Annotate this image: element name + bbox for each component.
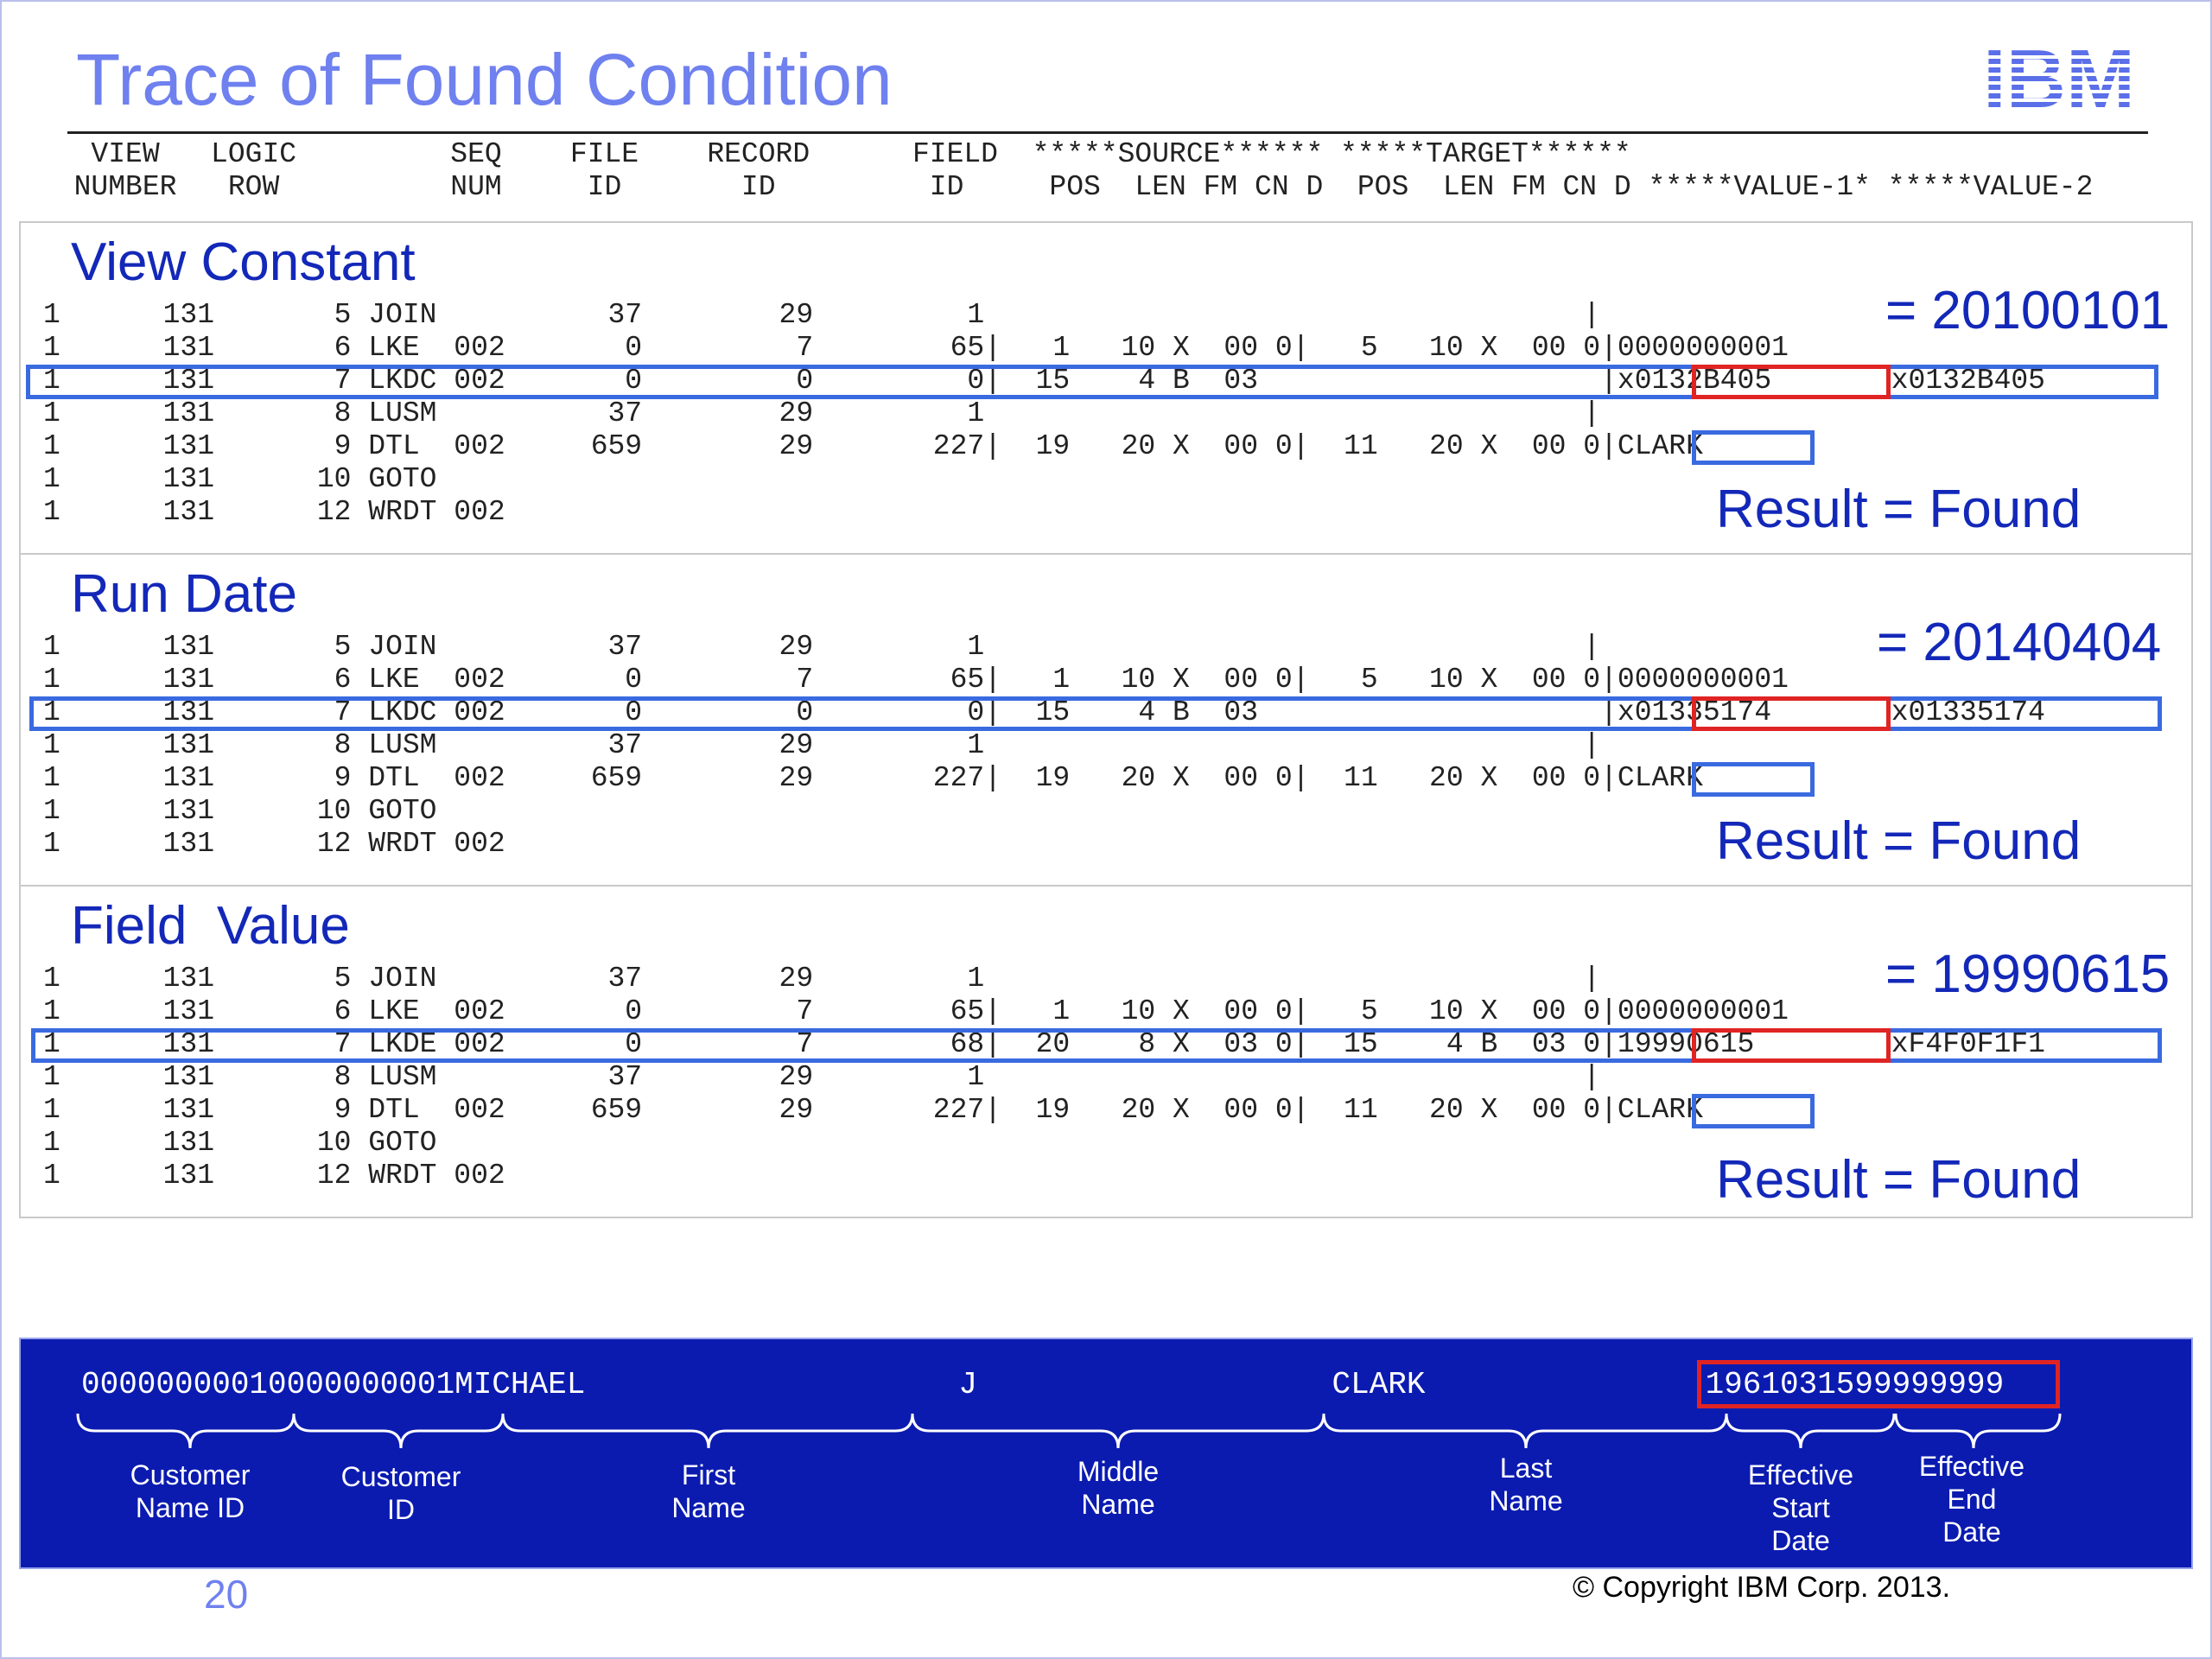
page-number: 20 bbox=[204, 1572, 249, 1617]
field-brackets bbox=[76, 1413, 2062, 1449]
trace-row: 1 131 12 WRDT 002 bbox=[43, 828, 505, 860]
record-string: 00000000010000000001MICHAEL J CLARK 1961… bbox=[81, 1367, 2004, 1402]
slide-title: Trace of Found Condition bbox=[76, 39, 893, 120]
run-date-value-callout: = 20140404 bbox=[1877, 613, 2162, 672]
trace-row: 1 131 10 GOTO bbox=[43, 1127, 437, 1159]
trace-row: 1 131 7 LKDC 002 0 0 0| 15 4 B 03 |x0132… bbox=[43, 365, 2045, 397]
panel-field-value: Field Value 1 131 5 JOIN 37 29 1 | 1 131… bbox=[19, 885, 2193, 1218]
highlight-row-box bbox=[31, 1028, 2162, 1063]
trace-row: 1 131 9 DTL 002 659 29 227| 19 20 X 00 0… bbox=[43, 762, 1703, 794]
label-customer-id: Customer ID bbox=[340, 1461, 461, 1525]
ibm-logo: IBM bbox=[1960, 38, 2158, 114]
label-first-name: First Name bbox=[671, 1459, 746, 1523]
trace-row: 1 131 10 GOTO bbox=[43, 795, 437, 827]
trace-row: 1 131 5 JOIN 37 29 1 | bbox=[43, 299, 1601, 331]
trace-row: 1 131 10 GOTO bbox=[43, 463, 437, 495]
trace-row: 1 131 8 LUSM 37 29 1 | bbox=[43, 1061, 1601, 1093]
column-header-line-2: NUMBER ROW NUM ID ID ID POS LEN FM CN D … bbox=[40, 171, 2094, 203]
trace-row: 1 131 6 LKE 002 0 7 65| 1 10 X 00 0| 5 1… bbox=[43, 995, 1789, 1027]
trace-row: 1 131 12 WRDT 002 bbox=[43, 496, 505, 528]
trace-row: 1 131 9 DTL 002 659 29 227| 19 20 X 00 0… bbox=[43, 430, 1703, 462]
label-effective-start-date: Effective Start Date bbox=[1747, 1459, 1854, 1556]
value-1-highlight-box bbox=[1692, 696, 1891, 731]
trace-row: 1 131 12 WRDT 002 bbox=[43, 1160, 505, 1192]
clark-highlight-box bbox=[1692, 1094, 1815, 1128]
trace-row: 1 131 6 LKE 002 0 7 65| 1 10 X 00 0| 5 1… bbox=[43, 664, 1789, 696]
panel-view-constant: View Constant 1 131 5 JOIN 37 29 1 | 1 1… bbox=[19, 221, 2193, 556]
field-last-name: CLARK bbox=[1332, 1367, 1426, 1402]
field-first-name: MICHAEL bbox=[454, 1367, 586, 1402]
trace-row: 1 131 6 LKE 002 0 7 65| 1 10 X 00 0| 5 1… bbox=[43, 332, 1789, 364]
trace-row: 1 131 8 LUSM 37 29 1 | bbox=[43, 729, 1601, 761]
label-effective-end-date: Effective End Date bbox=[1918, 1451, 2025, 1548]
panel-run-date: Run Date 1 131 5 JOIN 37 29 1 | 1 131 6 … bbox=[19, 553, 2193, 888]
result-callout: Result = Found bbox=[1716, 811, 2082, 871]
label-last-name: Last Name bbox=[1489, 1452, 1563, 1516]
header-divider bbox=[67, 131, 2148, 134]
field-middle-name: J bbox=[958, 1367, 978, 1402]
value-1-highlight-box bbox=[1692, 1028, 1891, 1063]
trace-row: 1 131 5 JOIN 37 29 1 | bbox=[43, 631, 1601, 663]
clark-highlight-box bbox=[1692, 762, 1815, 797]
panel-title: Run Date bbox=[71, 564, 297, 624]
label-middle-name: Middle Name bbox=[1077, 1456, 1160, 1520]
result-callout: Result = Found bbox=[1716, 1150, 2082, 1210]
trace-row: 1 131 5 JOIN 37 29 1 | bbox=[43, 963, 1601, 995]
field-customer-id: 0000000001 bbox=[268, 1367, 455, 1402]
field-effective-dates: 1961031599999999 bbox=[1705, 1367, 2005, 1402]
value-1-highlight-box bbox=[1692, 365, 1891, 399]
label-customer-name-id: Customer Name ID bbox=[130, 1459, 251, 1523]
trace-row: 1 131 9 DTL 002 659 29 227| 19 20 X 00 0… bbox=[43, 1094, 1703, 1126]
highlight-row-box bbox=[26, 365, 2158, 399]
constant-value-callout: = 20100101 bbox=[1885, 281, 2171, 340]
copyright-notice: © Copyright IBM Corp. 2013. bbox=[1573, 1571, 1951, 1604]
panel-title: View Constant bbox=[71, 232, 416, 292]
highlight-row-box bbox=[29, 696, 2162, 731]
panel-title: Field Value bbox=[71, 896, 350, 956]
effective-dates-highlight-box bbox=[1697, 1360, 2060, 1408]
trace-row: 1 131 8 LUSM 37 29 1 | bbox=[43, 397, 1601, 429]
clark-highlight-box bbox=[1692, 430, 1815, 465]
trace-row: 1 131 7 LKDE 002 0 7 68| 20 8 X 03 0| 15… bbox=[43, 1028, 2045, 1060]
trace-row: 1 131 7 LKDC 002 0 0 0| 15 4 B 03 |x0133… bbox=[43, 696, 2045, 728]
record-layout-panel: 00000000010000000001MICHAEL J CLARK 1961… bbox=[19, 1338, 2193, 1569]
field-customer-name-id: 0000000001 bbox=[81, 1367, 269, 1402]
column-header-line-1: VIEW LOGIC SEQ FILE RECORD FIELD *****SO… bbox=[40, 138, 1631, 170]
field-value-callout: = 19990615 bbox=[1885, 944, 2171, 1004]
result-callout: Result = Found bbox=[1716, 480, 2082, 539]
